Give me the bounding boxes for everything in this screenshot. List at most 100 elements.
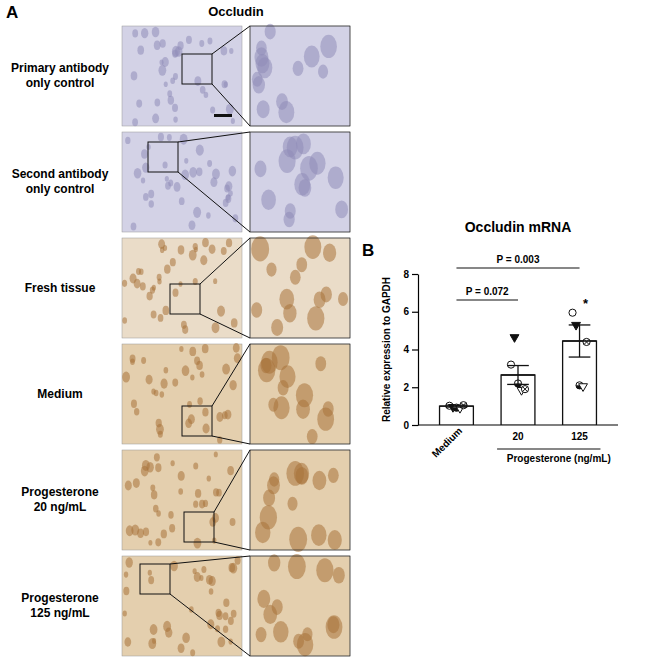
cell-nucleus — [261, 351, 277, 374]
micrograph-zoom — [250, 132, 350, 232]
cell-nucleus — [123, 587, 129, 595]
zoom-connector — [214, 542, 250, 550]
cell-nucleus — [314, 291, 326, 308]
plot-area — [440, 309, 597, 425]
micrograph — [122, 556, 242, 656]
cell-nucleus — [231, 610, 237, 618]
cell-nucleus — [199, 575, 203, 581]
cell-nucleus — [160, 39, 166, 48]
row-label-line: Fresh tissue — [25, 281, 96, 295]
cell-nucleus — [160, 391, 165, 397]
cell-nucleus — [174, 182, 181, 192]
cell-nucleus — [230, 518, 236, 526]
cell-nucleus — [148, 540, 152, 546]
cell-nucleus — [201, 566, 206, 573]
significance-mark: * — [583, 296, 589, 311]
axis-line — [418, 275, 419, 426]
cell-nucleus — [170, 460, 174, 466]
row-label-line: 125 ng/mL — [30, 606, 89, 620]
cell-nucleus — [182, 632, 190, 643]
cell-nucleus — [154, 453, 160, 461]
tick-mark — [412, 387, 418, 388]
cell-nucleus — [328, 167, 344, 189]
scale-bar — [214, 114, 232, 117]
cell-nucleus — [261, 190, 276, 211]
row-label: Progesterone125 ng/mL — [21, 591, 99, 620]
cell-nucleus — [223, 199, 229, 207]
tick: 20 — [512, 431, 524, 442]
cell-nucleus — [158, 65, 166, 76]
cell-nucleus — [221, 247, 227, 255]
cell-nucleus — [284, 212, 295, 228]
cell-nucleus — [126, 525, 134, 536]
cell-nucleus — [202, 424, 209, 434]
marker-part — [583, 338, 590, 345]
cell-nucleus — [167, 134, 172, 141]
cell-nucleus — [273, 621, 288, 643]
cell-nucleus — [268, 398, 278, 412]
bracket — [456, 299, 518, 300]
y-axis-title: Relative expression to GAPDH — [381, 277, 392, 422]
micrograph-zoom — [250, 450, 350, 552]
cell-nucleus — [223, 612, 229, 620]
cell-nucleus — [179, 197, 185, 205]
cell-nucleus — [196, 145, 204, 156]
row-label-line: Second antibody — [12, 167, 109, 181]
panel-letter: A — [6, 3, 18, 22]
cell-nucleus — [290, 270, 301, 285]
cell-nucleus — [257, 100, 270, 118]
cell-nucleus — [202, 408, 208, 417]
cell-nucleus — [328, 530, 342, 550]
cell-nucleus — [228, 190, 233, 196]
cell-nucleus — [209, 244, 216, 254]
error-bar — [440, 405, 474, 407]
cell-nucleus — [212, 322, 220, 333]
cell-nucleus — [157, 274, 162, 281]
cell-nucleus — [182, 365, 190, 376]
cell-nucleus — [315, 356, 326, 371]
error-bar-part — [569, 356, 591, 357]
cell-nucleus — [206, 575, 213, 585]
cell-nucleus — [164, 265, 171, 274]
cell-nucleus — [318, 65, 328, 79]
cell-nucleus — [161, 530, 167, 539]
cell-nucleus — [143, 193, 149, 201]
error-bar — [501, 366, 535, 385]
cell-nucleus — [168, 96, 174, 105]
cell-nucleus — [137, 46, 144, 55]
cell-nucleus — [152, 114, 159, 124]
cell-nucleus — [173, 116, 177, 122]
cell-nucleus — [131, 399, 137, 407]
cell-nucleus — [304, 235, 321, 259]
zoom-frame — [250, 556, 350, 656]
error-bar-part — [507, 384, 529, 385]
cell-nucleus — [178, 643, 185, 653]
marker-part — [510, 335, 519, 343]
cell-nucleus — [230, 563, 238, 574]
cell-nucleus — [296, 257, 307, 272]
cell-nucleus — [202, 238, 209, 247]
cell-nucleus — [193, 207, 201, 218]
cell-nucleus — [172, 104, 178, 112]
micrograph — [122, 238, 242, 338]
cell-nucleus — [181, 321, 187, 329]
zoom-connector — [170, 594, 250, 656]
cell-nucleus — [234, 353, 241, 363]
p-value: P = 0.072 — [466, 286, 509, 297]
inset-box — [148, 142, 178, 172]
row-label: Second antibodyonly control — [12, 167, 109, 196]
cell-nucleus — [296, 133, 311, 154]
cell-nucleus — [122, 372, 130, 383]
tick-mark — [412, 312, 418, 313]
cell-nucleus — [195, 489, 201, 498]
cell-nucleus — [229, 48, 233, 54]
bar — [440, 406, 474, 425]
y-axis: 02468 — [403, 269, 418, 431]
inset-box — [182, 406, 212, 436]
cell-nucleus — [142, 460, 150, 471]
zoom-connector — [214, 450, 250, 512]
cell-nucleus — [124, 571, 128, 577]
zoom-connector — [212, 84, 250, 126]
cell-nucleus — [141, 149, 148, 158]
cell-nucleus — [155, 99, 161, 107]
